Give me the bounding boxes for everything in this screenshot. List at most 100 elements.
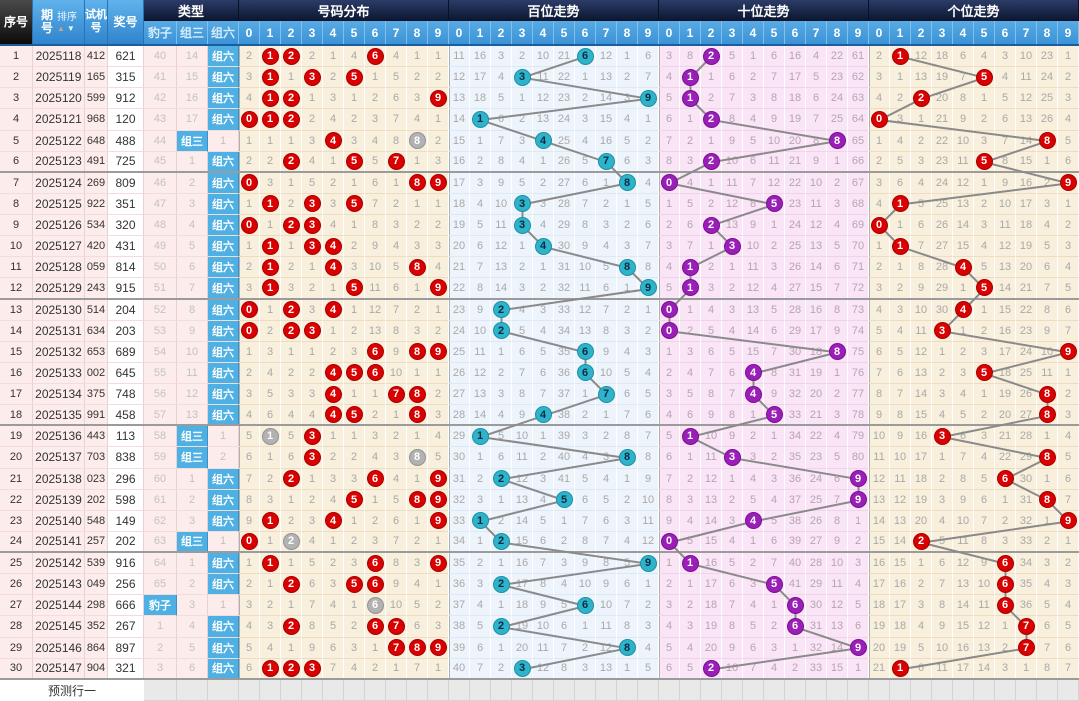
num-cell: 2 bbox=[512, 109, 533, 131]
num-cell: 8 bbox=[974, 531, 995, 551]
test-number-cell: 243 bbox=[85, 278, 108, 298]
prediction-cell[interactable] bbox=[449, 679, 470, 701]
num-cell: 15 bbox=[890, 553, 911, 575]
num-cell: 6 bbox=[827, 468, 848, 490]
prediction-cell[interactable] bbox=[932, 679, 953, 701]
prediction-cell[interactable] bbox=[638, 679, 659, 701]
prediction-cell[interactable] bbox=[848, 679, 869, 701]
num-cell: 5 bbox=[974, 67, 995, 89]
prediction-cell[interactable] bbox=[554, 679, 575, 701]
prediction-cell[interactable] bbox=[596, 679, 617, 701]
num-cell: 3 bbox=[932, 426, 953, 448]
prediction-cell[interactable] bbox=[344, 679, 365, 701]
prediction-cell[interactable] bbox=[323, 679, 344, 701]
num-cell: 11 bbox=[722, 172, 743, 194]
num-cell: 3 bbox=[512, 278, 533, 298]
prediction-cell[interactable] bbox=[743, 679, 764, 701]
prediction-cell[interactable] bbox=[302, 679, 323, 701]
prediction-cell[interactable] bbox=[827, 679, 848, 701]
num-cell: 1 bbox=[470, 109, 491, 131]
sort-asc-icon[interactable]: ▲ bbox=[57, 24, 65, 33]
drawn-number-circle: 6 bbox=[366, 596, 384, 614]
num-cell: 19 bbox=[449, 215, 470, 237]
table-row: 24 2025141 257 202 63 组三 1 0 1 2 4 1 2 3 7 2 1 34 1 2 15 6 2 8 7… bbox=[0, 531, 1079, 553]
num-cell: 5 bbox=[806, 67, 827, 89]
num-cell: 5 bbox=[764, 405, 785, 425]
prize-number-cell: 689 bbox=[108, 341, 144, 363]
num-cell: 5 bbox=[365, 151, 386, 171]
num-cell: 7 bbox=[869, 362, 890, 384]
prediction-cell[interactable] bbox=[239, 679, 260, 701]
prediction-cell[interactable] bbox=[911, 679, 932, 701]
num-cell: 1 bbox=[659, 553, 680, 575]
prediction-cell[interactable] bbox=[785, 679, 806, 701]
prediction-cell[interactable] bbox=[1016, 679, 1037, 701]
num-cell: 1 bbox=[386, 172, 407, 194]
prediction-cell[interactable] bbox=[680, 679, 701, 701]
digit-header: 3 bbox=[722, 21, 743, 44]
num-cell: 13 bbox=[449, 88, 470, 110]
prediction-cell[interactable] bbox=[365, 679, 386, 701]
seq-cell: 11 bbox=[0, 257, 33, 279]
prediction-cell[interactable] bbox=[533, 679, 554, 701]
num-cell: 32 bbox=[554, 278, 575, 298]
prediction-cell[interactable] bbox=[659, 679, 680, 701]
prediction-cell[interactable] bbox=[491, 679, 512, 701]
num-cell: 3 bbox=[491, 46, 512, 68]
prediction-cell[interactable] bbox=[890, 679, 911, 701]
num-cell: 2 bbox=[911, 130, 932, 152]
num-cell: 11 bbox=[449, 46, 470, 68]
prediction-cell[interactable] bbox=[260, 679, 281, 701]
prediction-cell[interactable] bbox=[617, 679, 638, 701]
prediction-cell[interactable] bbox=[722, 679, 743, 701]
sort-icons: ▲ ▼ bbox=[57, 25, 77, 33]
num-cell: 12 bbox=[827, 595, 848, 617]
sort-desc-icon[interactable]: ▼ bbox=[66, 24, 75, 33]
num-cell: 2 bbox=[470, 553, 491, 575]
digit-header: 4 bbox=[743, 21, 764, 44]
prediction-cell[interactable] bbox=[869, 679, 890, 701]
num-cell: 1 bbox=[407, 468, 428, 490]
num-cell: 5 bbox=[1037, 595, 1058, 617]
prediction-cell[interactable] bbox=[974, 679, 995, 701]
prediction-cell[interactable] bbox=[806, 679, 827, 701]
num-cell: 8 bbox=[827, 341, 848, 363]
prediction-cell[interactable] bbox=[208, 679, 239, 701]
num-cell: 61 bbox=[848, 46, 869, 68]
num-cell: 38 bbox=[449, 616, 470, 638]
prediction-cell[interactable] bbox=[512, 679, 533, 701]
prediction-cell[interactable] bbox=[1058, 679, 1079, 701]
num-cell: 14 bbox=[995, 278, 1016, 298]
num-cell: 0 bbox=[239, 172, 260, 194]
num-cell: 3 bbox=[428, 236, 449, 258]
period-cell: 2025146 bbox=[33, 637, 85, 659]
prediction-cell[interactable] bbox=[281, 679, 302, 701]
prediction-cell[interactable] bbox=[995, 679, 1016, 701]
prediction-cell[interactable] bbox=[407, 679, 428, 701]
num-cell: 15 bbox=[743, 341, 764, 363]
num-cell: 2 bbox=[365, 88, 386, 110]
prediction-cell[interactable] bbox=[575, 679, 596, 701]
num-cell: 72 bbox=[848, 278, 869, 298]
prediction-cell[interactable] bbox=[764, 679, 785, 701]
prediction-cell[interactable] bbox=[953, 679, 974, 701]
prediction-cell[interactable] bbox=[701, 679, 722, 701]
prediction-cell[interactable] bbox=[177, 679, 208, 701]
prediction-cell[interactable] bbox=[428, 679, 449, 701]
num-cell: 3 bbox=[428, 151, 449, 171]
num-cell: 9 bbox=[932, 616, 953, 638]
prediction-cell[interactable] bbox=[386, 679, 407, 701]
prediction-cell[interactable] bbox=[144, 679, 177, 701]
prediction-cell[interactable] bbox=[470, 679, 491, 701]
num-cell: 2 bbox=[281, 151, 302, 171]
num-cell: 1 bbox=[953, 278, 974, 298]
digit-header: 4 bbox=[323, 21, 344, 44]
seq-cell: 30 bbox=[0, 658, 33, 678]
num-cell: 2 bbox=[1037, 172, 1058, 194]
num-cell: 1 bbox=[869, 236, 890, 258]
drawn-number-circle: 4 bbox=[744, 385, 762, 403]
drawn-number-circle: 5 bbox=[765, 195, 783, 213]
num-cell: 2 bbox=[869, 257, 890, 279]
num-cell: 9 bbox=[386, 341, 407, 363]
prediction-cell[interactable] bbox=[1037, 679, 1058, 701]
